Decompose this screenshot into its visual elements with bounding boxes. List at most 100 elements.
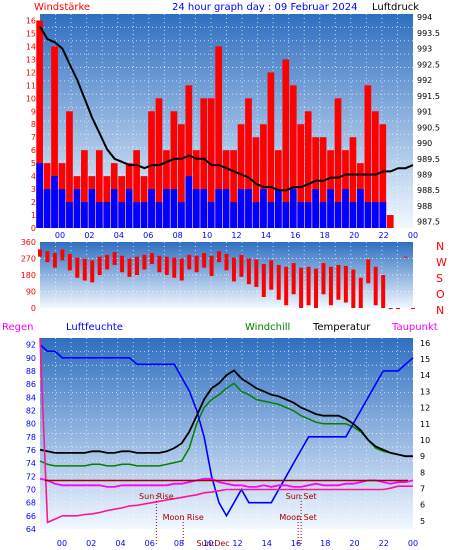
wind-speed-bar xyxy=(58,189,66,228)
wind-speed-bar xyxy=(51,176,58,228)
wind-gust-bar xyxy=(215,46,223,229)
wind-direction-degree-label: 180 xyxy=(21,271,36,280)
windstaerke-tick-label: 15 xyxy=(26,29,36,38)
luftdruck-tick-label: 988.5 xyxy=(417,186,440,195)
humidity-tick-label: 84 xyxy=(26,393,36,402)
wind-speed-bar xyxy=(312,189,320,228)
temperature-tick-label: 10 xyxy=(420,436,430,445)
humidity-tick-label: 70 xyxy=(26,485,36,494)
humidity-tick-label: 86 xyxy=(26,380,36,389)
wind-pressure-x-tick-label: 16 xyxy=(290,231,300,240)
luftdruck-tick-label: 994 xyxy=(417,13,432,22)
compass-direction-label: N xyxy=(436,240,444,253)
wind-direction-bar xyxy=(284,266,289,306)
temperature-tick-label: 12 xyxy=(420,404,430,413)
humidity-tick-label: 82 xyxy=(26,406,36,415)
header-taupunkt: Taupunkt xyxy=(391,322,438,333)
wind-pressure-x-tick-label: 10 xyxy=(202,231,212,240)
wind-pressure-x-tick-label: 04 xyxy=(114,231,124,240)
wind-pressure-x-tick-label: 20 xyxy=(349,231,359,240)
wind-speed-bar xyxy=(110,189,118,228)
wind-speed-bar xyxy=(289,189,297,228)
compass-direction-label: O xyxy=(436,288,445,301)
temperature-tick-label: 5 xyxy=(420,517,425,526)
wind-direction-bar xyxy=(209,255,214,276)
temperature-tick-label: 6 xyxy=(420,501,425,510)
wind-gust-bar xyxy=(207,98,215,228)
wind-speed-bar xyxy=(274,189,282,228)
wind-gust-bar xyxy=(51,46,58,229)
humidity-tick-label: 64 xyxy=(26,525,36,534)
wind-direction-bar xyxy=(276,264,281,300)
header-windstaerke: Windstärke xyxy=(34,2,90,13)
windstaerke-tick-label: 6 xyxy=(31,146,36,155)
wind-speed-bar xyxy=(43,189,51,228)
wind-speed-bar xyxy=(252,202,260,228)
wind-gust-bar xyxy=(36,20,43,228)
climate-x-tick-label: 22 xyxy=(379,539,389,548)
rain-series-line xyxy=(39,337,413,524)
wind-direction-bar xyxy=(411,308,415,309)
climate-x-tick-label: 02 xyxy=(86,539,96,548)
wind-speed-bar xyxy=(95,202,103,228)
climate-x-tick-label: 00 xyxy=(408,539,418,548)
wind-direction-bar xyxy=(336,264,341,300)
wind-speed-bar xyxy=(267,202,275,228)
climate-x-tick-label: 06 xyxy=(145,539,155,548)
temperature-tick-label: 16 xyxy=(420,339,430,348)
wind-speed-bar xyxy=(178,202,185,228)
wind-gust-bar xyxy=(297,124,305,228)
header-luftfeuchte: Luftfeuchte xyxy=(66,322,123,333)
wind-direction-bar xyxy=(396,308,401,309)
wind-direction-series xyxy=(38,249,415,309)
wind-direction-bar xyxy=(306,266,311,306)
wind-gust-bar xyxy=(319,137,327,228)
wind-gust-bar xyxy=(95,150,103,228)
compass-direction-label: N xyxy=(436,304,444,317)
wind-speed-bar xyxy=(357,189,364,228)
wind-gust-bar xyxy=(289,85,297,228)
luftdruck-tick-label: 993.5 xyxy=(417,29,440,38)
windstaerke-tick-label: 1 xyxy=(31,211,36,220)
windstaerke-tick-label: 5 xyxy=(31,159,36,168)
luftdruck-tick-label: 987.5 xyxy=(417,218,440,227)
wind-direction-bar xyxy=(82,258,87,281)
temperature-tick-label: 7 xyxy=(420,485,425,494)
humidity-series-line xyxy=(39,343,414,518)
wind-gust-bar xyxy=(349,137,357,228)
wind-direction-bar xyxy=(97,256,102,275)
climate-x-tick-label: 04 xyxy=(115,539,125,548)
wind-pressure-x-axis: 00 02 04 06 08 10 12 14 16 18 20 22 00 xyxy=(55,231,418,240)
wind-speed-series xyxy=(36,163,387,228)
wind-gust-bar xyxy=(364,85,372,228)
wind-direction-bar xyxy=(381,275,386,308)
wind-gust-bar xyxy=(379,124,387,228)
wind-speed-bar xyxy=(319,202,327,228)
wind-direction-bar xyxy=(60,249,65,261)
luftdruck-tick-label: 992 xyxy=(417,76,432,85)
humidity-tick-label: 88 xyxy=(26,367,36,376)
wind-pressure-x-tick-label: 00 xyxy=(55,231,65,240)
wind-pressure-x-tick-label: 08 xyxy=(173,231,183,240)
wind-speed-bar xyxy=(222,189,230,228)
windstaerke-tick-label: 7 xyxy=(31,133,36,142)
wind-direction-bar xyxy=(254,259,259,287)
header-luftdruck: Luftdruck xyxy=(372,2,419,13)
wind-gust-bar xyxy=(260,124,267,228)
wind-direction-bar xyxy=(261,264,266,297)
dewpoint-series-line xyxy=(39,477,414,488)
wind-gust-bar xyxy=(178,124,185,228)
wind-pressure-x-tick-label: 00 xyxy=(408,231,418,240)
wind-direction-degree-label: 270 xyxy=(21,255,36,264)
wind-pressure-x-tick-label: 02 xyxy=(84,231,94,240)
annotation-label: Sun Rise xyxy=(139,492,174,501)
luftdruck-tick-label: 992.5 xyxy=(417,60,440,69)
wind-speed-bar xyxy=(364,202,372,228)
wind-direction-bar xyxy=(269,260,274,290)
wind-speed-bar xyxy=(245,189,252,228)
wind-direction-bar xyxy=(321,263,326,295)
